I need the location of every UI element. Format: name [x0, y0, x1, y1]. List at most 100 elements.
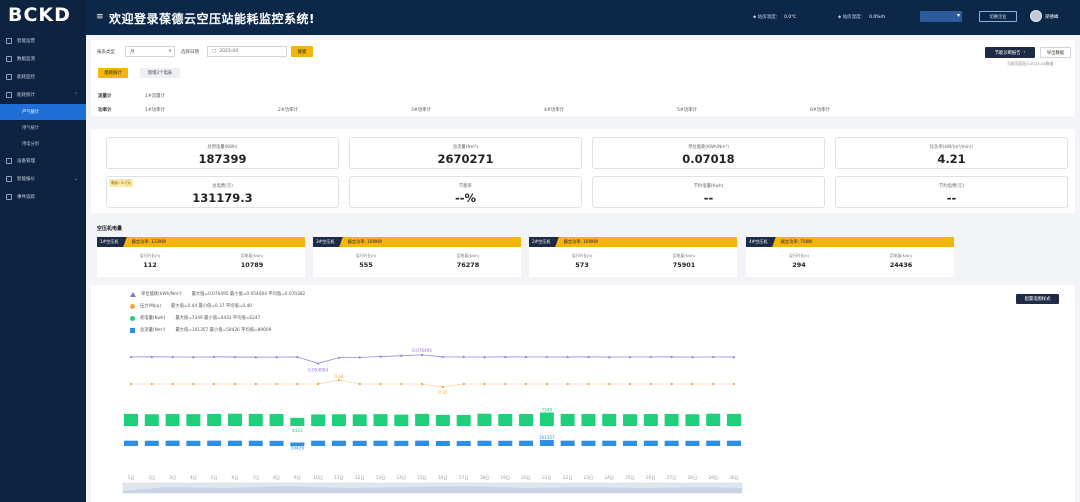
room-temperature: ⬥ 站房温度： 0.0℃: [753, 14, 796, 20]
power-meter-6[interactable]: 6#功率计: [810, 108, 831, 113]
sidebar-item-energy[interactable]: 能耗监控: [0, 68, 86, 86]
power-value: 24436: [889, 261, 913, 269]
bar-flow: [124, 440, 138, 446]
legend-item-pressure[interactable]: 压力(Mpa) 最大值=0.44 最小值=0.37 平均值=0.40: [130, 303, 252, 309]
x-tick-label: 10日: [313, 475, 323, 481]
brand-logo[interactable]: BCKD: [8, 4, 71, 26]
x-tick-label: 27日: [667, 475, 677, 481]
runtime-value: 573: [575, 261, 589, 269]
bar-flow: [248, 440, 263, 446]
avatar[interactable]: [1030, 10, 1042, 22]
point-unit-energy: [254, 355, 258, 359]
power-meter-5[interactable]: 5#功率计: [677, 108, 698, 113]
stat-card-unit-energy: 单位能耗(KWh/Nm³) 0.07018: [592, 137, 825, 169]
bar-flow: [415, 440, 430, 446]
point-pressure: [504, 382, 507, 386]
search-button[interactable]: 搜索: [291, 46, 313, 57]
chart-style-button[interactable]: 配置电图样式: [1016, 294, 1059, 304]
bar-flow: [165, 440, 180, 446]
point-pressure: [213, 382, 216, 386]
point-unit-energy: [316, 361, 320, 365]
company-select[interactable]: [920, 11, 962, 22]
bar-flow: [435, 440, 450, 446]
sidebar-item-events[interactable]: 事件追踪: [0, 188, 86, 206]
legend-item-unit-energy[interactable]: 单位能耗(kWh/Nm³) 最大值=0.076495 最小值=0.054004 平…: [130, 291, 305, 297]
sidebar-sub-power-analysis[interactable]: 用电分析: [22, 142, 40, 147]
point-unit-energy: [503, 355, 507, 358]
stat-card-specific-power: 比功率(kW/(m³/min)) 4.21: [835, 137, 1068, 169]
point-unit-energy: [732, 355, 736, 358]
bar-power: [685, 414, 700, 426]
user-name[interactable]: 梁德峰: [1045, 15, 1059, 20]
point-unit-energy: [649, 355, 653, 358]
tab-new-meters[interactable]: 新增2个电表: [140, 68, 180, 78]
stat-value: 187399: [198, 152, 247, 166]
x-tick-label: 9日: [294, 475, 301, 481]
report-type-label: 报表类型: [97, 50, 115, 55]
point-unit-energy: [420, 353, 424, 356]
point-unit-energy: [670, 355, 673, 358]
data-label-unit-energy: 0.054004: [308, 367, 328, 372]
stat-title: 节约电量(Kwh): [693, 184, 724, 189]
runtime-label: 运行时长(h): [139, 253, 161, 258]
series-line-unit-energy: [130, 354, 735, 364]
x-tick-label: 21日: [542, 475, 552, 481]
power-label: 用电量(Kwh): [889, 253, 913, 258]
x-tick-label: 24日: [604, 475, 614, 481]
power-meter-4[interactable]: 4#功率计: [544, 108, 565, 113]
power-value: 75901: [672, 261, 696, 269]
sidebar-item-ops[interactable]: 智能运营: [0, 32, 86, 50]
stat-title: 总用电量(KWh): [207, 145, 238, 150]
point-pressure: [649, 382, 652, 386]
bar-flow: [560, 440, 575, 446]
date-value: 2023-04: [219, 49, 239, 54]
compressor-card: 2#空压机 额定功率: 160KW 运行时长(h) 573 用电量(Kwh) 75901: [529, 237, 737, 277]
power-label: 用电量(Kwh): [456, 253, 480, 258]
legend-item-power[interactable]: 耗电量(Kwh) 最大值=7349 最小值=4433 平均值=6247: [130, 315, 260, 321]
switch-company-button[interactable]: 切换企业: [979, 11, 1017, 22]
energy-report-button[interactable]: 节能诊断报告 ›: [985, 47, 1035, 58]
sidebar-sub-gas-production[interactable]: 产气统计: [0, 104, 86, 120]
bar-flow: [477, 440, 492, 446]
legend-item-flow[interactable]: 总流量(Nm³) 最大值=101357 最小值=59426 平均值=89009: [130, 327, 271, 333]
bar-flow: [352, 440, 367, 446]
menu-icon[interactable]: ≡: [96, 12, 104, 22]
export-button[interactable]: 导出数据: [1040, 47, 1071, 58]
report-type-select[interactable]: 月 ▾: [125, 46, 175, 57]
x-tick-label: 4日: [190, 475, 197, 481]
sidebar-item-monitor[interactable]: 数据监测: [0, 50, 86, 68]
point-unit-energy: [524, 355, 528, 358]
point-unit-energy: [171, 355, 174, 358]
stat-title: 比功率(kW/(m³/min)): [929, 145, 974, 150]
sidebar-item-quote[interactable]: 智能报价 ⌄: [0, 170, 86, 188]
point-pressure: [192, 382, 195, 386]
power-meter-1[interactable]: 1#功率计: [145, 108, 166, 113]
sidebar-item-devices[interactable]: 设备管理: [0, 152, 86, 170]
point-unit-energy: [441, 355, 445, 358]
sidebar-item-stats[interactable]: 能耗统计 ⌃: [0, 86, 86, 104]
power-meter-2[interactable]: 2#功率计: [278, 108, 299, 113]
data-label-flow: 59426: [291, 445, 305, 450]
stat-title: 节能率: [459, 184, 472, 189]
compressor-header: 2#空压机 额定功率: 160KW: [529, 237, 737, 247]
sidebar-sub-gas-usage[interactable]: 用气统计: [22, 126, 40, 131]
stat-value: --: [703, 191, 714, 205]
circle-icon: [130, 303, 135, 309]
point-unit-energy: [400, 354, 403, 357]
energy-report-label: 节能诊断报告: [994, 50, 1021, 56]
point-pressure: [462, 382, 465, 386]
triangle-icon: [130, 291, 136, 297]
humidity-value: 0.0%rh: [869, 15, 886, 20]
compressor-header: 1#空压机 额定功率: 132KW: [97, 237, 305, 247]
power-meter-3[interactable]: 3#功率计: [411, 108, 432, 113]
date-picker[interactable]: ▢ 2023-04: [207, 46, 287, 57]
stat-title: 单位能耗(KWh/Nm³): [688, 145, 729, 150]
flow-meter-1[interactable]: 1#流量计: [145, 94, 166, 99]
tab-energy-stats[interactable]: 能耗统计: [98, 68, 128, 78]
bar-power: [144, 414, 159, 426]
bar-power: [352, 414, 367, 426]
power-value: 76278: [456, 261, 480, 269]
point-unit-energy: [212, 355, 216, 358]
bar-power: [560, 413, 575, 426]
bar-flow: [706, 440, 721, 446]
